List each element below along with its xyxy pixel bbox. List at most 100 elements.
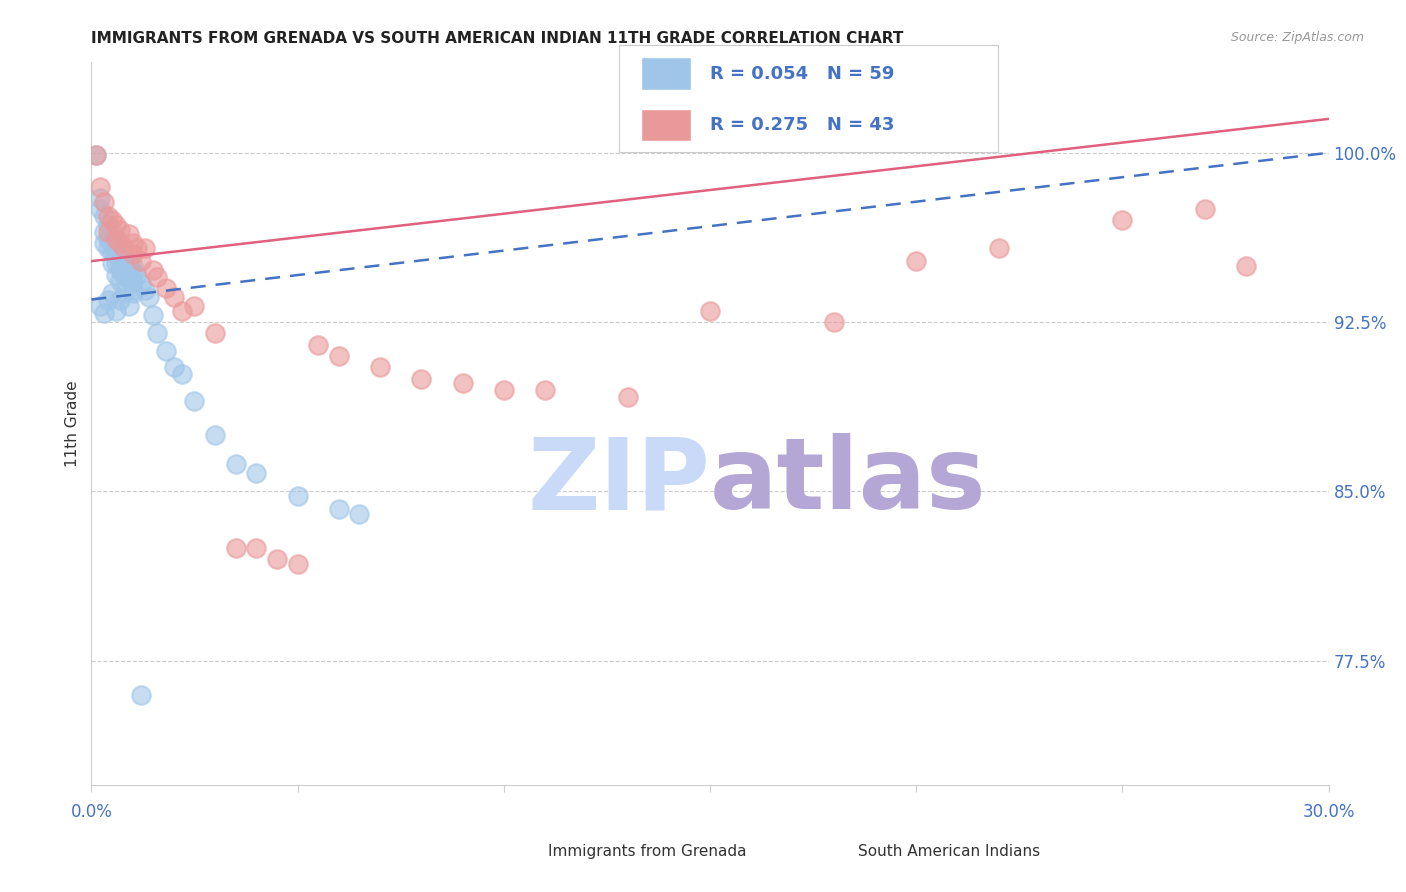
Point: [101, 256, 124, 270]
Point: [89, 299, 111, 313]
Point: [245, 541, 267, 555]
Point: [110, 247, 132, 261]
Point: [117, 263, 139, 277]
Point: [97, 225, 120, 239]
Point: [134, 241, 156, 255]
Point: [93, 235, 115, 250]
Point: [93, 225, 115, 239]
Point: [225, 541, 247, 555]
Point: [110, 263, 132, 277]
Text: ZIP: ZIP: [527, 433, 710, 530]
Point: [266, 552, 288, 566]
Point: [117, 256, 139, 270]
Point: [163, 360, 186, 375]
Point: [101, 245, 124, 260]
Point: [93, 209, 115, 223]
Point: [125, 268, 148, 282]
Point: [117, 272, 139, 286]
Point: [183, 394, 205, 409]
Bar: [641, 109, 690, 141]
Point: [105, 303, 128, 318]
Point: [121, 284, 143, 298]
Point: [142, 308, 165, 322]
Point: [89, 202, 111, 217]
Point: [616, 390, 638, 404]
Point: [129, 277, 152, 291]
Point: [129, 688, 152, 702]
Text: atlas: atlas: [710, 433, 987, 530]
Point: [121, 247, 143, 261]
Y-axis label: 11th Grade: 11th Grade: [65, 380, 80, 467]
Text: IMMIGRANTS FROM GRENADA VS SOUTH AMERICAN INDIAN 11TH GRADE CORRELATION CHART: IMMIGRANTS FROM GRENADA VS SOUTH AMERICA…: [91, 31, 904, 46]
Point: [110, 235, 132, 250]
Point: [121, 259, 143, 273]
Point: [105, 268, 128, 282]
Point: [110, 241, 132, 255]
Point: [97, 209, 120, 223]
Point: [225, 458, 247, 472]
Text: Immigrants from Grenada: Immigrants from Grenada: [548, 845, 747, 859]
Point: [134, 284, 156, 298]
Point: [287, 489, 309, 503]
Point: [121, 235, 143, 250]
Point: [368, 360, 391, 375]
Point: [146, 326, 169, 341]
Point: [1194, 202, 1216, 217]
Point: [101, 225, 124, 239]
Point: [101, 235, 124, 250]
Point: [121, 265, 143, 279]
Text: 30.0%: 30.0%: [1302, 803, 1355, 821]
Point: [125, 241, 148, 255]
Point: [129, 254, 152, 268]
Point: [204, 326, 226, 341]
Text: R = 0.054   N = 59: R = 0.054 N = 59: [710, 64, 894, 82]
Point: [328, 349, 350, 363]
Point: [349, 507, 371, 521]
Text: R = 0.275   N = 43: R = 0.275 N = 43: [710, 116, 894, 134]
Point: [112, 241, 135, 255]
Point: [146, 269, 169, 284]
Point: [84, 148, 107, 162]
Point: [93, 195, 115, 210]
Text: South American Indians: South American Indians: [858, 845, 1040, 859]
Point: [245, 467, 267, 481]
Point: [112, 259, 135, 273]
Point: [101, 213, 124, 227]
Point: [93, 306, 115, 320]
Point: [534, 383, 557, 397]
Point: [97, 231, 120, 245]
Point: [97, 241, 120, 255]
Point: [451, 376, 474, 390]
Point: [105, 231, 128, 245]
Point: [105, 218, 128, 232]
Point: [105, 241, 128, 255]
Point: [204, 428, 226, 442]
Point: [987, 241, 1010, 255]
Point: [155, 344, 177, 359]
Point: [1111, 213, 1133, 227]
Point: [112, 268, 135, 282]
Point: [89, 179, 111, 194]
Point: [287, 557, 309, 571]
Point: [172, 303, 194, 318]
Point: [117, 299, 139, 313]
Point: [105, 256, 128, 270]
Point: [1234, 259, 1257, 273]
Point: [121, 285, 143, 300]
Point: [492, 383, 515, 397]
Point: [110, 275, 132, 289]
Point: [823, 315, 845, 329]
Text: 0.0%: 0.0%: [70, 803, 112, 821]
Point: [89, 191, 111, 205]
Point: [699, 303, 721, 318]
Point: [328, 502, 350, 516]
Point: [97, 218, 120, 232]
Point: [97, 293, 120, 307]
Point: [142, 263, 165, 277]
Point: [105, 247, 128, 261]
Point: [155, 281, 177, 295]
Point: [84, 148, 107, 162]
Point: [183, 299, 205, 313]
Point: [411, 371, 433, 385]
Point: [138, 290, 160, 304]
